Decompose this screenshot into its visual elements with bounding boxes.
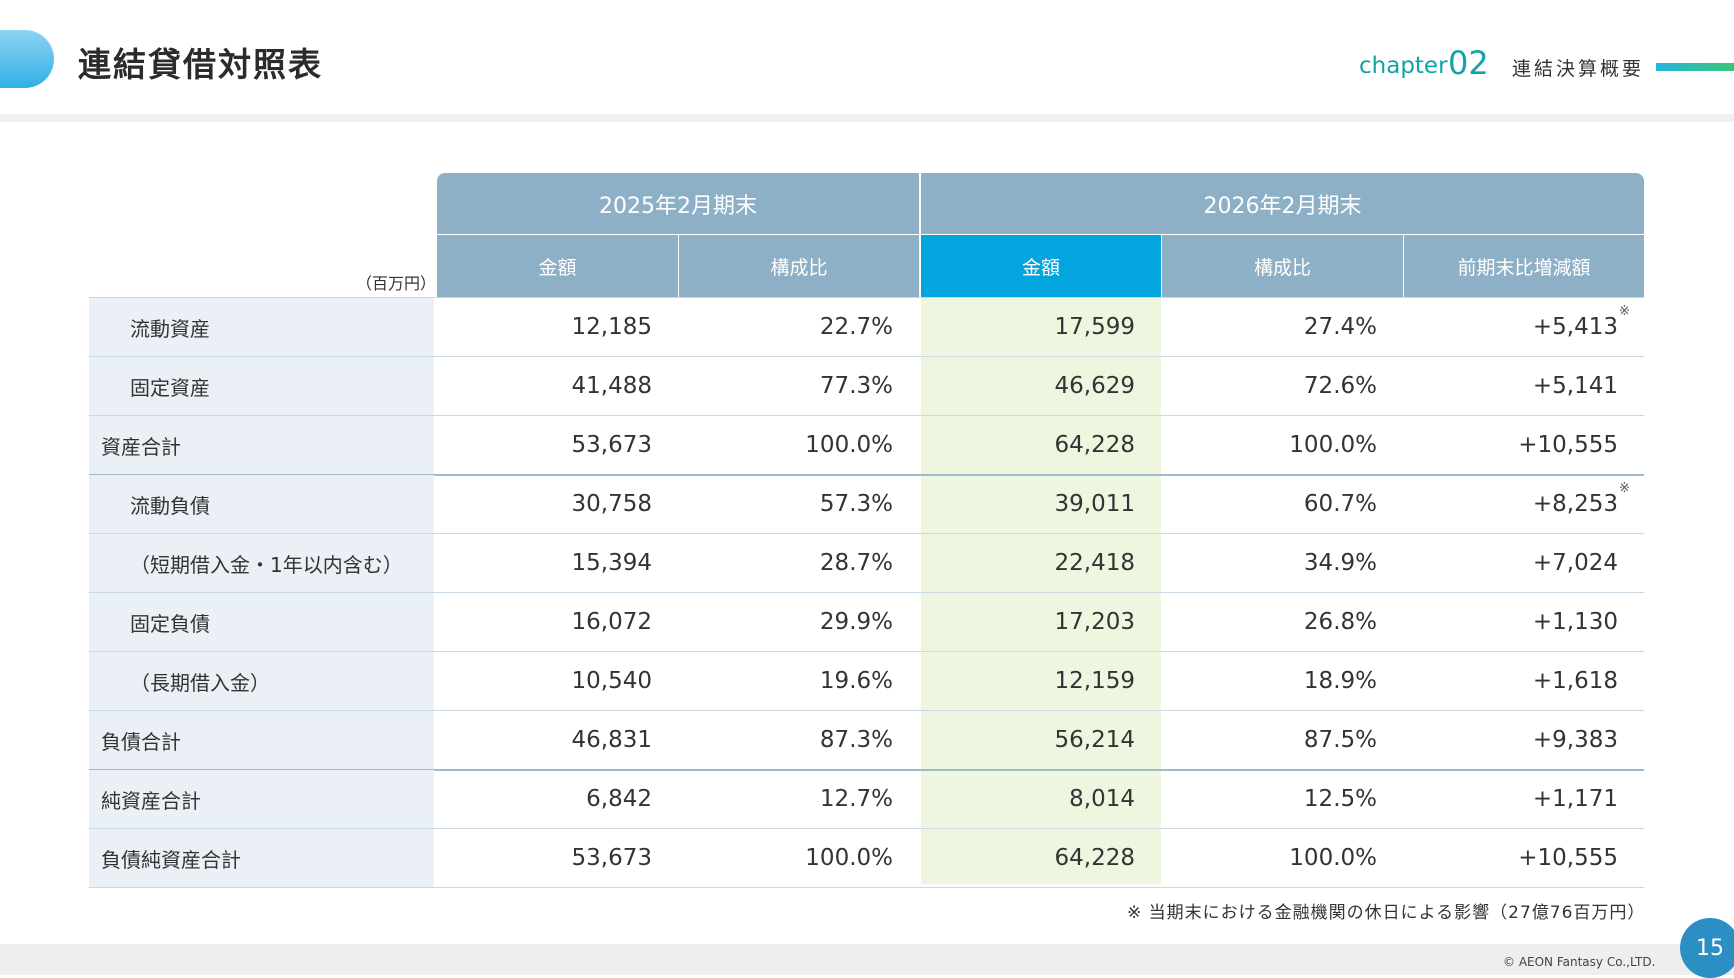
row-divider [89, 887, 1644, 888]
table-cell: 87.5% [1303, 727, 1377, 753]
row-label: 固定負債 [89, 593, 434, 651]
table-cell: 39,011 [1054, 491, 1135, 517]
footnote: ※ 当期末における金融機関の休日による影響（27億76百万円） [1127, 903, 1646, 923]
table-cell: 53,673 [571, 845, 652, 871]
row-label: （短期借入金・1年以内含む） [89, 534, 434, 592]
table-cell: +8,253 [1532, 491, 1618, 517]
column-header-amount-2026: 金額 [921, 235, 1161, 297]
table-cell: 28.7% [819, 550, 893, 576]
table-cell: +1,171 [1532, 786, 1618, 812]
row-label: 流動負債 [89, 475, 434, 533]
table-cell: 18.9% [1303, 668, 1377, 694]
table-cell: 72.6% [1303, 373, 1377, 399]
table-cell: 12.5% [1303, 786, 1377, 812]
row-label: 純資産合計 [89, 770, 434, 828]
header-divider [0, 114, 1734, 122]
table-cell: +1,618 [1532, 668, 1618, 694]
row-divider [89, 356, 1644, 357]
table-cell: +1,130 [1532, 609, 1618, 635]
note-marker: ※ [1619, 304, 1630, 319]
table-cell: 8,014 [1069, 786, 1135, 812]
footer-bar [0, 944, 1734, 975]
table-cell: 12,185 [571, 314, 652, 340]
table-cell: 64,228 [1054, 432, 1135, 458]
table-cell: 100.0% [1289, 432, 1377, 458]
highlight-column-background [921, 298, 1161, 884]
row-label: （長期借入金） [89, 652, 434, 710]
table-cell: 10,540 [571, 668, 652, 694]
row-label: 固定資産 [89, 357, 434, 415]
table-cell: 41,488 [571, 373, 652, 399]
table-cell: 12.7% [819, 786, 893, 812]
table-cell: 27.4% [1303, 314, 1377, 340]
row-divider [89, 415, 1644, 416]
table-cell: 77.3% [819, 373, 893, 399]
table-cell: +9,383 [1532, 727, 1618, 753]
table-cell: 16,072 [571, 609, 652, 635]
table-cell: 56,214 [1054, 727, 1135, 753]
row-divider [89, 828, 1644, 829]
row-divider [89, 297, 1644, 298]
table-cell: 100.0% [1289, 845, 1377, 871]
chapter-accent-line [1656, 63, 1734, 71]
table-cell: +7,024 [1532, 550, 1618, 576]
table-cell: 34.9% [1303, 550, 1377, 576]
row-label: 負債合計 [89, 711, 434, 769]
note-marker: ※ [1619, 481, 1630, 496]
row-divider [89, 474, 1644, 476]
group-header-2026: 2026年2月期末 [921, 173, 1644, 234]
table-cell: 100.0% [805, 432, 893, 458]
page-title: 連結貸借対照表 [78, 45, 323, 84]
table-cell: +10,555 [1518, 432, 1618, 458]
column-header-amount-2025: 金額 [437, 235, 678, 297]
table-cell: +5,413 [1532, 314, 1618, 340]
table-cell: 22,418 [1054, 550, 1135, 576]
table-cell: 15,394 [571, 550, 652, 576]
page-number-badge [1680, 918, 1734, 978]
table-cell: 57.3% [819, 491, 893, 517]
group-header-2025: 2025年2月期末 [437, 173, 919, 234]
table-cell: +5,141 [1532, 373, 1618, 399]
row-divider [89, 769, 1644, 771]
table-cell: 64,228 [1054, 845, 1135, 871]
chapter-number: 02 [1448, 44, 1489, 82]
copyright: © AEON Fantasy Co.,LTD. [1503, 955, 1656, 969]
chapter-name: 連結決算概要 [1512, 58, 1645, 80]
table-cell: +10,555 [1518, 845, 1618, 871]
header-accent-shape [0, 30, 54, 88]
table-cell: 17,599 [1054, 314, 1135, 340]
table-cell: 46,831 [571, 727, 652, 753]
column-header-ratio-2025: 構成比 [679, 235, 919, 297]
row-divider [89, 651, 1644, 652]
column-header-change: 前期末比増減額 [1404, 235, 1644, 297]
table-cell: 12,159 [1054, 668, 1135, 694]
table-cell: 19.6% [819, 668, 893, 694]
table-cell: 22.7% [819, 314, 893, 340]
row-label: 流動資産 [89, 298, 434, 356]
table-cell: 46,629 [1054, 373, 1135, 399]
unit-label: （百万円） [356, 274, 437, 293]
table-cell: 100.0% [805, 845, 893, 871]
table-cell: 26.8% [1303, 609, 1377, 635]
row-divider [89, 592, 1644, 593]
table-cell: 6,842 [586, 786, 652, 812]
header-bar [0, 0, 1734, 114]
table-cell: 17,203 [1054, 609, 1135, 635]
table-cell: 29.9% [819, 609, 893, 635]
row-divider [89, 710, 1644, 711]
row-label: 負債純資産合計 [89, 829, 434, 887]
column-header-ratio-2026: 構成比 [1162, 235, 1403, 297]
table-cell: 30,758 [571, 491, 652, 517]
table-cell: 87.3% [819, 727, 893, 753]
row-divider [89, 533, 1644, 534]
chapter-label: chapter [1359, 53, 1448, 79]
table-cell: 53,673 [571, 432, 652, 458]
row-label: 資産合計 [89, 416, 434, 474]
page-number: 15 [1696, 935, 1724, 961]
table-cell: 60.7% [1303, 491, 1377, 517]
